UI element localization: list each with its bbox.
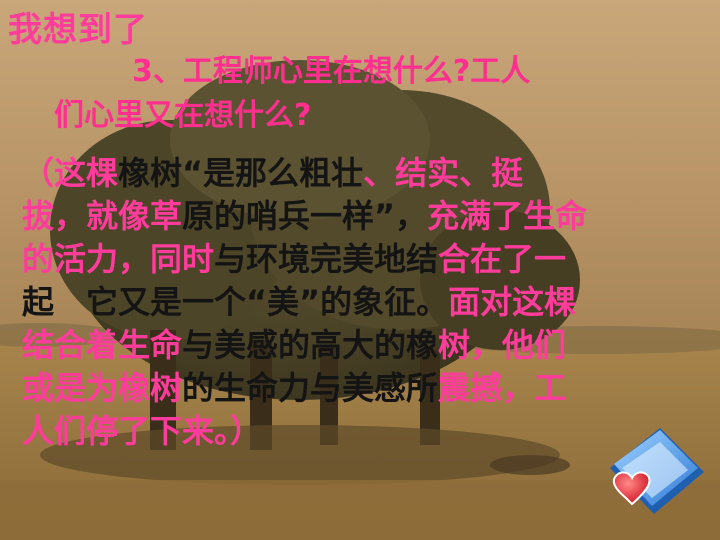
answer-segment: 与环境完美地结 <box>214 240 439 278</box>
answer-segment: 充满了生命 <box>427 197 588 235</box>
answer-segment: 面对这棵 <box>448 283 577 321</box>
answer-line: 的活力，同时与环境完美地结合在了一 <box>22 238 682 281</box>
slide-heading: 我想到了 <box>8 10 148 50</box>
answer-line: 拔，就像草原的哨兵一样”，充满了生命 <box>22 195 682 238</box>
answer-text: （这棵橡树“是那么粗壮、结实、挺 拔，就像草原的哨兵一样”，充满了生命 的活力，同时… <box>22 152 682 453</box>
answer-line: 人们停了下来。） <box>22 410 682 453</box>
answer-segment: 人们停了下来。） <box>22 412 263 450</box>
answer-segment: 、结实、挺 <box>363 154 524 192</box>
answer-segment: 橡树“是那么粗壮 <box>118 154 364 192</box>
answer-line: 或是为橡树的生命力与美感所震撼，工 <box>22 367 682 410</box>
answer-line: （这棵橡树“是那么粗壮、结实、挺 <box>22 152 682 195</box>
book-with-heart-icon[interactable] <box>600 420 710 530</box>
answer-segment: 与美感的高大的橡 <box>182 326 439 364</box>
question-line-1: 3、工程师心里在想什么?工人 <box>132 54 531 89</box>
answer-segment: 的活力，同时 <box>22 240 215 278</box>
answer-segment: 的生命力与美感所 <box>182 369 439 407</box>
answer-segment: 或是为橡树 <box>22 369 183 407</box>
answer-segment: 拔，就像草 <box>22 197 183 235</box>
answer-line: 结合着生命与美感的高大的橡树，他们 <box>22 324 682 367</box>
answer-segment: 起 它又是一个“美”的象征。 <box>22 283 449 321</box>
question-line-2: 们心里又在想什么? <box>54 98 312 133</box>
answer-segment: 合在了一 <box>438 240 567 278</box>
answer-segment: 原的哨兵一样”， <box>182 197 428 235</box>
answer-segment: 树，他们 <box>438 326 567 364</box>
answer-segment: （这棵 <box>22 154 119 192</box>
answer-segment: 结合着生命 <box>22 326 183 364</box>
answer-line: 起 它又是一个“美”的象征。面对这棵 <box>22 281 682 324</box>
answer-segment: 震撼，工 <box>438 369 567 407</box>
